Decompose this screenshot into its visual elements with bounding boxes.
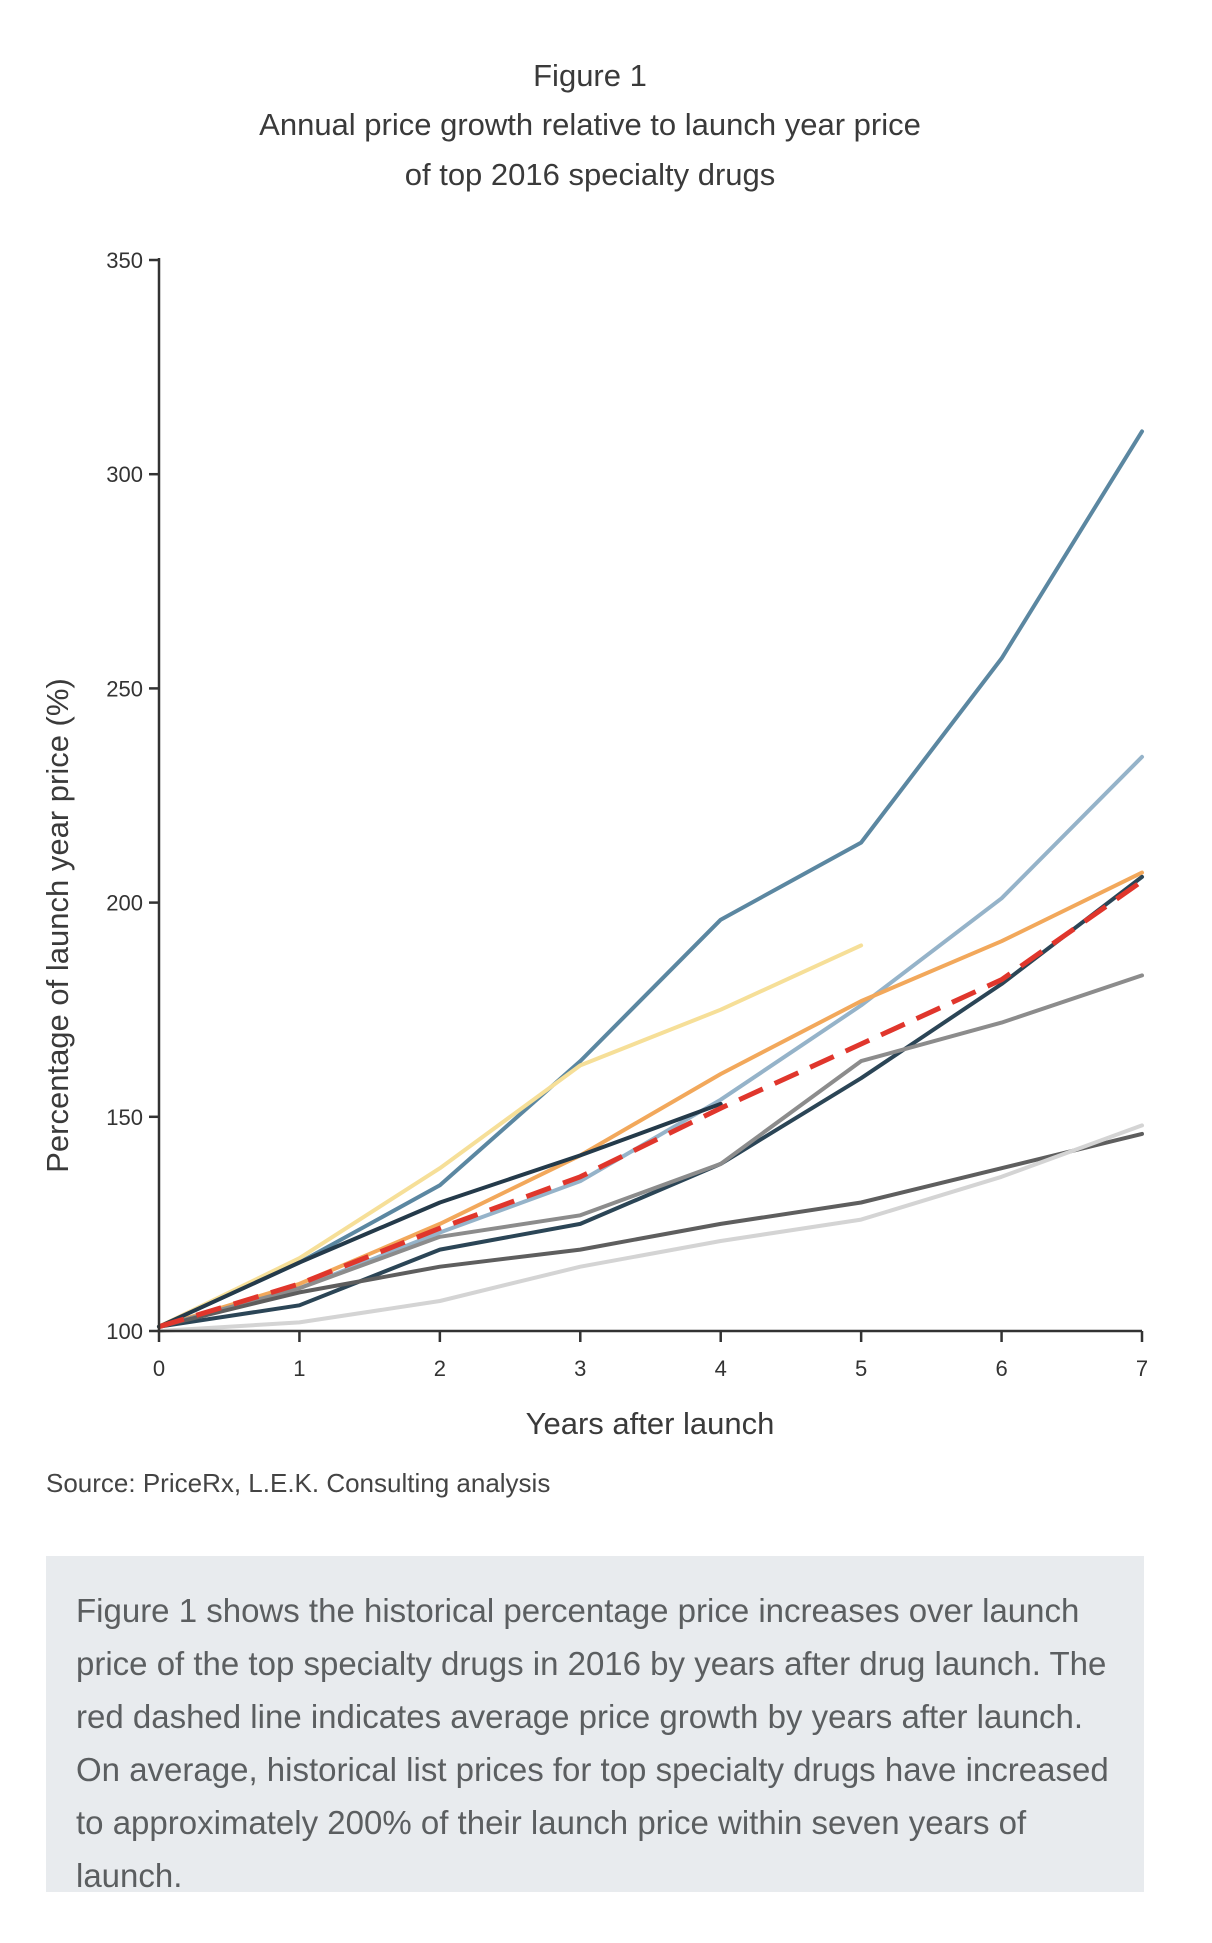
series-line-6 — [157, 1131, 1144, 1329]
chart-svg: 100 150 200 250 300 350 0 1 2 3 4 5 6 7 Years after la… — [40, 248, 1148, 1440]
y-tick-label: 150 — [106, 1105, 143, 1130]
x-tick-label: 6 — [995, 1356, 1007, 1381]
y-tick-label: 350 — [106, 248, 143, 273]
series-line-4 — [157, 874, 1144, 1329]
x-tick-label: 0 — [153, 1356, 165, 1381]
x-tick-label: 3 — [574, 1356, 586, 1381]
x-tick-label: 5 — [855, 1356, 867, 1381]
series-line-8 — [157, 943, 864, 1329]
figure-title: Annual price growth relative to launch y… — [259, 107, 921, 192]
x-tick-label: 2 — [434, 1356, 446, 1381]
average-series-line — [158, 879, 1144, 1330]
y-tick-label: 100 — [106, 1319, 143, 1344]
series-line-1 — [157, 429, 1144, 1329]
series-line-5 — [157, 973, 1144, 1329]
figure-label: Figure 1 — [533, 58, 647, 93]
y-tick-label: 300 — [106, 462, 143, 487]
source-note: Source: PriceRx, L.E.K. Consulting analy… — [46, 1468, 551, 1498]
y-tick-label: 200 — [106, 891, 143, 916]
series-line-9 — [157, 1101, 723, 1329]
x-tick-label: 1 — [293, 1356, 305, 1381]
y-axis-title: Percentage of launch year price (%) — [40, 678, 75, 1173]
x-tick-label: 4 — [715, 1356, 727, 1381]
caption-box: Figure 1 shows the historical percentage… — [46, 1556, 1144, 1894]
series-line-2 — [157, 754, 1144, 1329]
x-axis-title: Years after launch — [526, 1406, 775, 1440]
x-tick-label: 7 — [1136, 1356, 1148, 1381]
caption-text: Figure 1 shows the historical percentage… — [76, 1592, 1109, 1894]
figure-header: Figure 1 Annual price growth relative to… — [0, 52, 1180, 200]
y-tick-label: 250 — [106, 676, 143, 701]
series-line-7 — [157, 1123, 1144, 1333]
line-chart: 100 150 200 250 300 350 0 1 2 3 4 5 6 7 Years after la… — [0, 220, 1212, 1440]
